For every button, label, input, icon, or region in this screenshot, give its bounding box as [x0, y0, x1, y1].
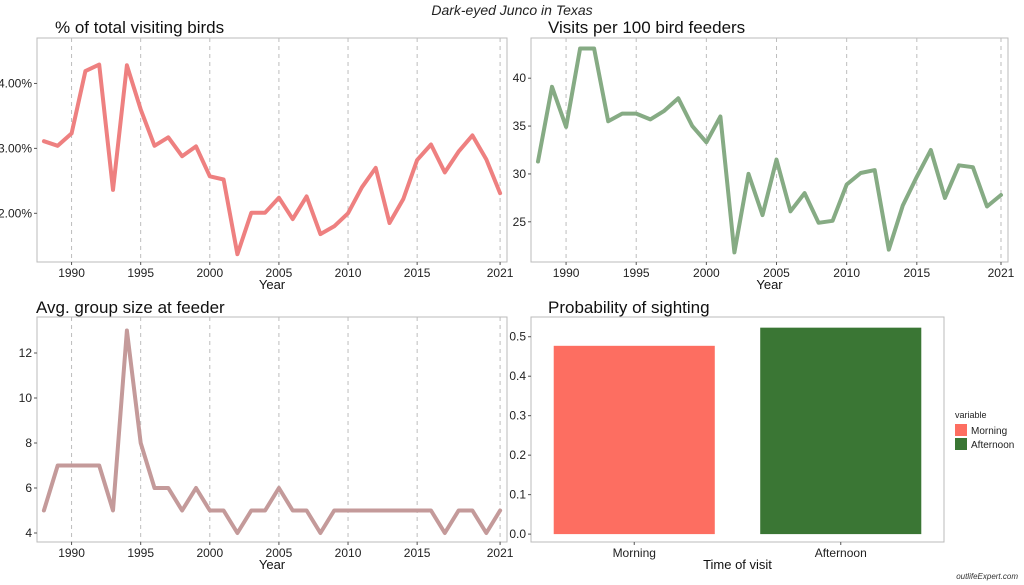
- x-tick-label: 1990: [58, 546, 85, 560]
- x-tick-label: 1995: [127, 266, 154, 280]
- x-axis-label: Year: [259, 277, 286, 292]
- x-tick-label: 2015: [903, 266, 930, 280]
- x-tick-label: 2021: [487, 546, 514, 560]
- legend-swatch-afternoon: [955, 438, 967, 450]
- x-tick-label: 2010: [833, 266, 860, 280]
- bar-morning: [553, 345, 715, 535]
- panel-title: % of total visiting birds: [55, 18, 224, 37]
- y-tick-label: 0.0: [509, 527, 526, 541]
- y-tick-label: 12: [19, 346, 33, 360]
- x-tick-label: 2021: [988, 266, 1015, 280]
- chart-group-size: Avg. group size at feeder 1990 1995 2000 200…: [19, 298, 514, 572]
- panel-title: Visits per 100 bird feeders: [548, 18, 745, 37]
- panel-title: Probability of sighting: [548, 298, 710, 317]
- y-tick-label: 3.00%: [0, 141, 32, 155]
- x-axis-label: Year: [259, 557, 286, 572]
- panel-title: Avg. group size at feeder: [36, 298, 225, 317]
- y-tick-label: 0.1: [509, 488, 526, 502]
- x-tick-label: 2010: [335, 546, 362, 560]
- y-tick-label: 10: [19, 391, 33, 405]
- x-tick-label: Afternoon: [815, 546, 867, 560]
- series-line: [536, 46, 1003, 255]
- y-tick-label: 0.3: [509, 409, 526, 423]
- panel-frame: [36, 316, 508, 543]
- x-axis-label: Year: [756, 277, 783, 292]
- x-tick-label: 2005: [266, 266, 293, 280]
- x-axis-label: Time of visit: [703, 557, 772, 572]
- panel-frame: [530, 37, 1009, 263]
- x-tick-label: 2015: [404, 266, 431, 280]
- y-tick-label: 4: [25, 526, 32, 540]
- legend-title: variable: [955, 410, 987, 420]
- x-tick-label: 2021: [487, 266, 514, 280]
- chart-probability-sighting: Probability of sighting 0.0 0.1 0.2 0.3 0.4 0.…: [509, 298, 1014, 572]
- chart-visiting-birds: % of total visiting birds 1990 1995 2000 200…: [0, 18, 514, 292]
- legend-swatch-morning: [955, 424, 967, 436]
- series-line: [41, 328, 503, 535]
- bar-afternoon: [760, 327, 922, 535]
- y-tick-label: 8: [25, 436, 32, 450]
- x-tick-label: 1990: [58, 266, 85, 280]
- y-tick-label: 2.00%: [0, 206, 32, 220]
- x-tick-label: 1990: [553, 266, 580, 280]
- series-line: [41, 62, 503, 257]
- legend-label-afternoon: Afternoon: [971, 440, 1014, 451]
- y-tick-label: 40: [513, 71, 527, 85]
- x-tick-label: 2010: [335, 266, 362, 280]
- y-tick-label: 0.4: [509, 369, 526, 383]
- chart-visits-per-feeders: Visits per 100 bird feeders 1990 1995 2000 2…: [513, 18, 1015, 292]
- y-tick-label: 35: [513, 119, 527, 133]
- x-tick-label: 2000: [196, 266, 223, 280]
- x-tick-label: Morning: [613, 546, 656, 560]
- y-tick-label: 4.00%: [0, 76, 32, 90]
- x-tick-label: 2005: [266, 546, 293, 560]
- legend-label-morning: Morning: [971, 426, 1007, 437]
- y-tick-label: 30: [513, 167, 527, 181]
- y-tick-label: 0.5: [509, 330, 526, 344]
- figure-title: Dark-eyed Junco in Texas: [431, 2, 592, 18]
- y-tick-label: 6: [25, 481, 32, 495]
- legend: variable Morning Afternoon: [955, 410, 1014, 451]
- x-tick-label: 2000: [693, 266, 720, 280]
- x-tick-label: 2015: [404, 546, 431, 560]
- y-tick-label: 0.2: [509, 448, 526, 462]
- y-tick-label: 25: [513, 215, 527, 229]
- x-tick-label: 1995: [623, 266, 650, 280]
- watermark: outlifeExpert.com: [956, 572, 1018, 581]
- x-tick-label: 1995: [127, 546, 154, 560]
- x-tick-label: 2000: [196, 546, 223, 560]
- x-tick-label: 2005: [763, 266, 790, 280]
